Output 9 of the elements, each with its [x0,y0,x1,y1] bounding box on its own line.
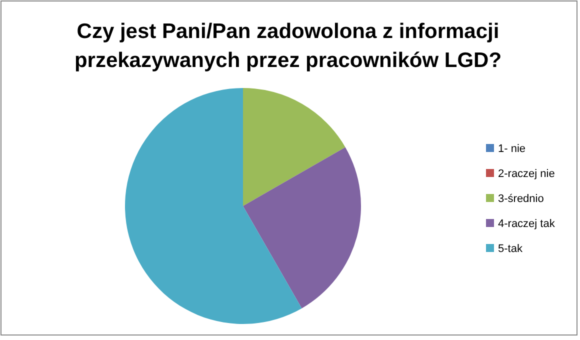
pie-slice [125,88,302,324]
pie-slice [243,88,346,206]
legend-label: 3-średnio [498,193,544,205]
legend-label: 4-raczej tak [498,218,556,230]
pie-slice [243,147,361,308]
legend-label: 5-tak [498,243,523,255]
legend-label: 2-raczej nie [498,168,555,180]
legend-label: 1- nie [498,143,526,155]
chart-title: Czy jest Pani/Pan zadowolona z informacji przekazywanych przez pracowników LGD? [74,20,502,72]
